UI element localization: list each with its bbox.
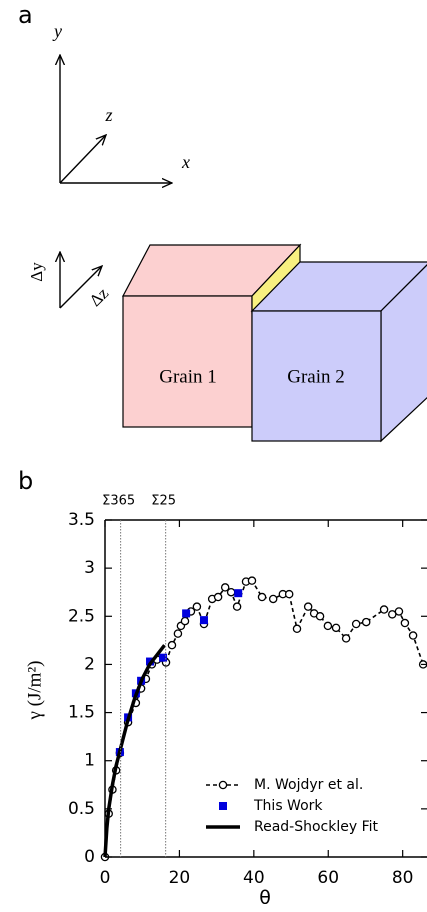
delta-label: Δz	[86, 283, 113, 310]
point	[293, 625, 300, 632]
arrow	[60, 135, 106, 183]
point	[234, 589, 242, 597]
y-tick-label: 2.5	[68, 606, 95, 626]
panel-label: b	[18, 467, 33, 495]
x-tick-label: 0	[100, 868, 111, 888]
x-tick-label: 40	[243, 868, 265, 888]
panel-label: a	[18, 1, 33, 29]
y-tick-label: 1.5	[68, 703, 95, 723]
series-line	[105, 581, 423, 857]
point	[409, 632, 416, 639]
grain1-front	[123, 296, 252, 427]
y-tick-label: 3	[84, 558, 95, 578]
point	[168, 642, 175, 649]
point	[228, 589, 235, 596]
point	[233, 603, 240, 610]
point	[258, 593, 265, 600]
point	[305, 603, 312, 610]
point	[353, 620, 360, 627]
point	[332, 624, 339, 631]
point	[380, 606, 387, 613]
point	[182, 609, 190, 617]
y-tick-label: 0.5	[68, 799, 95, 819]
point	[395, 608, 402, 615]
annotation: Σ25	[151, 494, 176, 509]
y-tick-label: 1	[84, 751, 95, 771]
axis-label: z	[104, 105, 112, 125]
axis-label: y	[52, 21, 62, 41]
point	[174, 630, 181, 637]
point	[286, 591, 293, 598]
point	[270, 595, 277, 602]
point	[193, 603, 200, 610]
delta-label: Δy	[27, 262, 46, 282]
annotation: Σ365	[102, 494, 135, 509]
axis-label: x	[181, 152, 190, 172]
legend-label: This Work	[253, 798, 323, 814]
x-axis-label: θ	[259, 887, 271, 909]
y-tick-label: 2	[84, 654, 95, 674]
y-tick-label: 3.5	[68, 510, 95, 530]
point	[215, 593, 222, 600]
grain-label: Grain 2	[287, 366, 345, 387]
grain-label: Grain 1	[159, 366, 217, 387]
legend-marker	[219, 802, 227, 810]
legend-marker	[219, 781, 226, 788]
point	[401, 619, 408, 626]
point	[324, 622, 331, 629]
y-tick-label: 0	[84, 847, 95, 867]
series-line	[105, 645, 165, 857]
point	[181, 618, 188, 625]
page: a y z x Δy Δz Grain 1 Grain 2 b θ γ (J/m…	[0, 0, 427, 912]
grains	[123, 245, 427, 441]
point	[200, 616, 208, 624]
point	[316, 613, 323, 620]
x-tick-label: 80	[392, 868, 414, 888]
legend-label: Read-Shockley Fit	[254, 819, 379, 835]
point	[248, 577, 255, 584]
point	[159, 654, 167, 662]
x-tick-label: 60	[317, 868, 339, 888]
point	[343, 635, 350, 642]
x-tick-label: 20	[169, 868, 191, 888]
figure: a y z x Δy Δz Grain 1 Grain 2 b θ γ (J/m…	[0, 0, 427, 912]
point	[363, 618, 370, 625]
legend-label: M. Wojdyr et al.	[254, 777, 363, 793]
y-axis-label: γ (J/m²)	[24, 661, 45, 721]
